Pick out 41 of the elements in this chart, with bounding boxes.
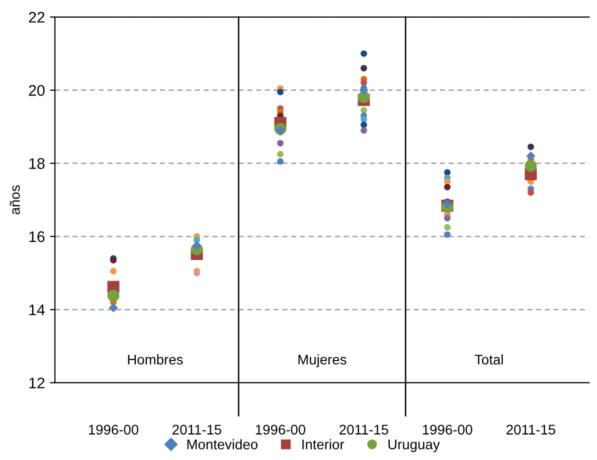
point [276,126,285,135]
annotation: Mujeres [298,354,346,368]
point [360,64,368,72]
annotation: Total [474,354,503,365]
point [528,144,534,150]
y-tick-label: 18 [29,158,45,169]
x-tick-label: 1996-00 [88,424,138,435]
point [442,198,452,208]
point [110,268,117,274]
legend-label: Montevideo [187,439,258,450]
legend-label: Interior [302,439,344,450]
y-tick-label: 16 [29,231,45,242]
legend-label: Uruguay [388,440,440,452]
point [359,86,368,95]
point [444,214,451,222]
point [524,160,537,172]
point [107,290,120,302]
y-axis-title: años [10,185,20,214]
point [444,224,451,231]
y-tick-label: 12 [29,378,44,388]
x-tick-label: 2011-15 [340,424,388,435]
x-tick-label: 1996-00 [256,424,306,435]
point [192,240,202,250]
point [444,178,451,185]
point [526,151,536,161]
point [444,169,451,176]
y-tick-label: 22 [28,12,44,23]
x-tick-label: 2011-15 [172,424,222,435]
point [360,50,368,57]
annotation: Hombres [128,354,183,365]
point [277,150,284,158]
point [360,127,368,134]
point [277,158,284,165]
point [360,122,368,128]
point [444,231,451,238]
y-tick-label: 20 [28,85,45,96]
x-tick-label: 2011-15 [506,424,556,435]
x-tick-label: 1996-00 [422,424,472,435]
point [277,140,284,146]
point [108,303,118,312]
y-tick-label: 14 [29,304,45,316]
